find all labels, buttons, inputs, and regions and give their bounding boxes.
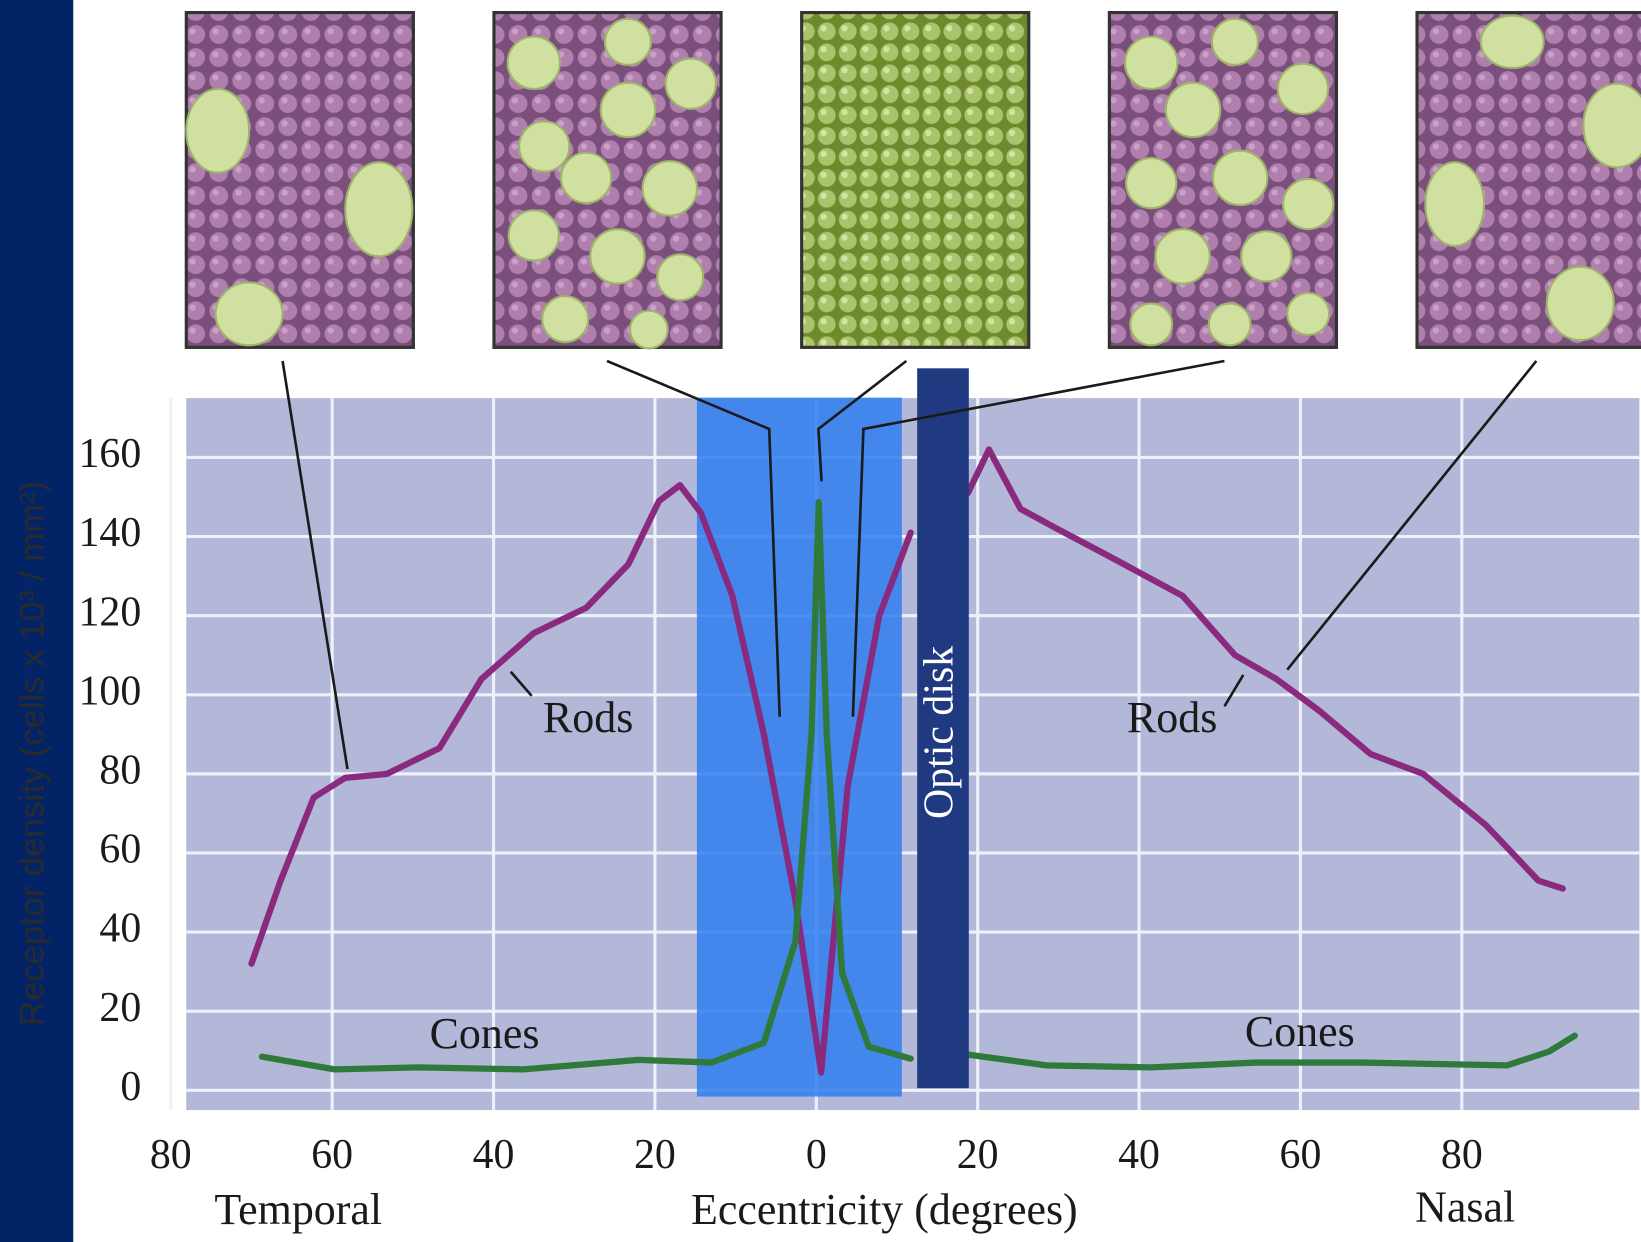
x-tick-label: 80 xyxy=(1441,1132,1483,1178)
annotation: Rods xyxy=(1127,693,1217,742)
x-tick-label: 60 xyxy=(1280,1132,1322,1178)
y-axis-label: Receptor density (cells x 10³ / mm²) xyxy=(14,481,52,1026)
y-tick-label: 140 xyxy=(79,510,142,556)
retina-panels xyxy=(186,13,1641,349)
x-tick-label: 80 xyxy=(150,1132,192,1178)
x-tick-label: 20 xyxy=(957,1132,999,1178)
x-right-label: Nasal xyxy=(1415,1183,1515,1232)
retina-panel xyxy=(802,13,1029,348)
plot-area: Optic disk xyxy=(171,368,1640,1110)
x-axis-label: Eccentricity (degrees) xyxy=(691,1185,1078,1234)
annotation: Rods xyxy=(543,693,633,742)
x-tick-label: 60 xyxy=(311,1132,353,1178)
y-tick-label: 60 xyxy=(99,827,141,873)
highlight-band xyxy=(697,398,902,1097)
x-tick-label: 0 xyxy=(806,1132,827,1178)
x-tick-label: 40 xyxy=(1118,1132,1160,1178)
page: {"chart_data": { "type": "line", "y_labe… xyxy=(0,0,1641,1242)
x-tick-label: 40 xyxy=(473,1132,515,1178)
y-tick-label: 160 xyxy=(79,431,142,477)
y-tick-label: 20 xyxy=(99,985,141,1031)
x-left-label: Temporal xyxy=(214,1185,382,1234)
annotation: Cones xyxy=(1245,1007,1355,1056)
y-tick-label: 40 xyxy=(99,906,141,952)
chart: Optic disk Rods Rods Cones Cones Recepto… xyxy=(0,0,1641,1242)
y-tick-label: 120 xyxy=(79,589,142,635)
y-tick-label: 80 xyxy=(99,747,141,793)
annotation: Cones xyxy=(430,1009,540,1058)
y-tick-label: 100 xyxy=(79,668,142,714)
optic-disk-label: Optic disk xyxy=(917,646,963,819)
y-tick-label: 0 xyxy=(120,1064,141,1110)
x-tick-label: 20 xyxy=(634,1132,676,1178)
